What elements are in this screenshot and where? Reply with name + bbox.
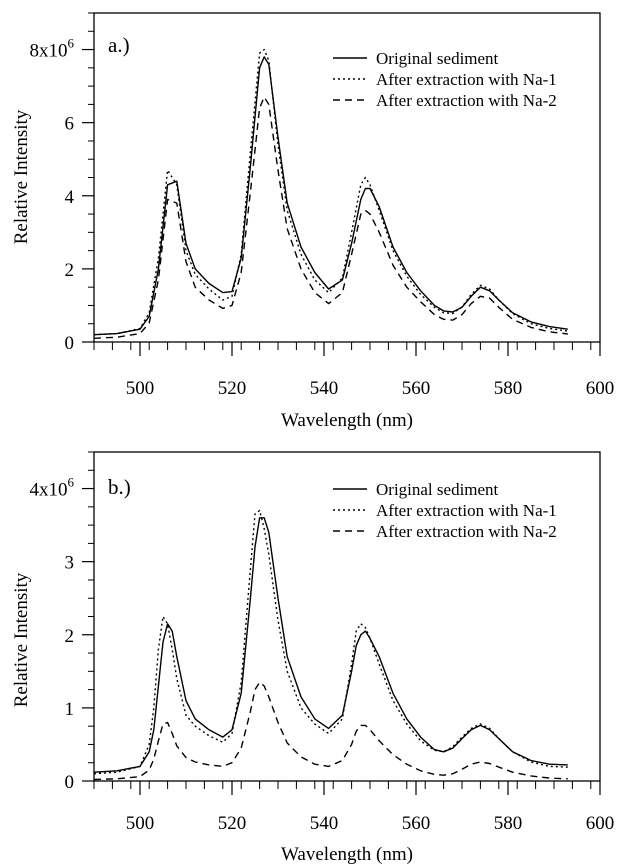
x-tick-label: 600 [586, 378, 615, 399]
series-lines [93, 48, 568, 339]
x-tick-label: 500 [126, 813, 155, 834]
x-tick-label: 560 [402, 813, 431, 834]
legend-label: After extraction with Na-1 [376, 70, 557, 89]
plot-frame [93, 12, 601, 343]
legend-label: Original sediment [376, 480, 499, 499]
legend: Original sediment After extraction with N… [333, 49, 557, 110]
series-line-3 [93, 96, 568, 339]
series-line-2 [93, 509, 568, 775]
series-line-1 [93, 517, 568, 773]
y-tick-label: 2 [65, 260, 75, 281]
axis-ticks: 500 520 540 560 580 600 0 1 2 3 4x106 [30, 451, 615, 834]
x-tick-label: 540 [310, 813, 339, 834]
chart-panel-b: b.) Relative Intensity Wavelength (nm) 5… [11, 451, 615, 865]
y-exponent: 6 [68, 36, 75, 51]
y-tick-label: 8x106 [30, 36, 75, 62]
y-tick-label: 6 [65, 114, 75, 135]
y-axis-label: Relative Intensity [11, 572, 32, 707]
x-tick-label: 500 [126, 378, 155, 399]
x-tick-label: 520 [218, 813, 247, 834]
legend-label: After extraction with Na-2 [376, 522, 557, 541]
x-tick-label: 580 [494, 813, 523, 834]
y-tick-label: 0 [65, 333, 75, 354]
series-line-1 [93, 56, 568, 336]
y-tick-label: 0 [65, 772, 75, 793]
legend: Original sediment After extraction with N… [333, 480, 557, 541]
y-tick-label: 1 [65, 699, 75, 720]
legend-label: After extraction with Na-1 [376, 501, 557, 520]
series-lines [93, 509, 568, 781]
legend-label: Original sediment [376, 49, 499, 68]
panel-label: a.) [108, 33, 130, 57]
y-tick-label: 4 [65, 187, 75, 208]
x-tick-label: 520 [218, 378, 247, 399]
x-tick-label: 540 [310, 378, 339, 399]
y-tick-label: 2 [65, 626, 75, 647]
y-tick-label: 4x106 [30, 475, 75, 501]
x-tick-label: 580 [494, 378, 523, 399]
y-axis-label: Relative Intensity [11, 109, 32, 244]
x-tick-label: 600 [586, 813, 615, 834]
series-line-3 [93, 681, 568, 781]
y-exponent: 6 [68, 475, 75, 490]
x-axis-label: Wavelength (nm) [281, 844, 413, 865]
chart-panel-a: a.) Relative Intensity Wavelength (nm) 5… [11, 12, 615, 431]
panel-label: b.) [108, 475, 131, 499]
x-axis-label: Wavelength (nm) [281, 410, 413, 431]
y-tick-label: 3 [65, 553, 75, 574]
legend-label: After extraction with Na-2 [376, 91, 557, 110]
x-tick-label: 560 [402, 378, 431, 399]
